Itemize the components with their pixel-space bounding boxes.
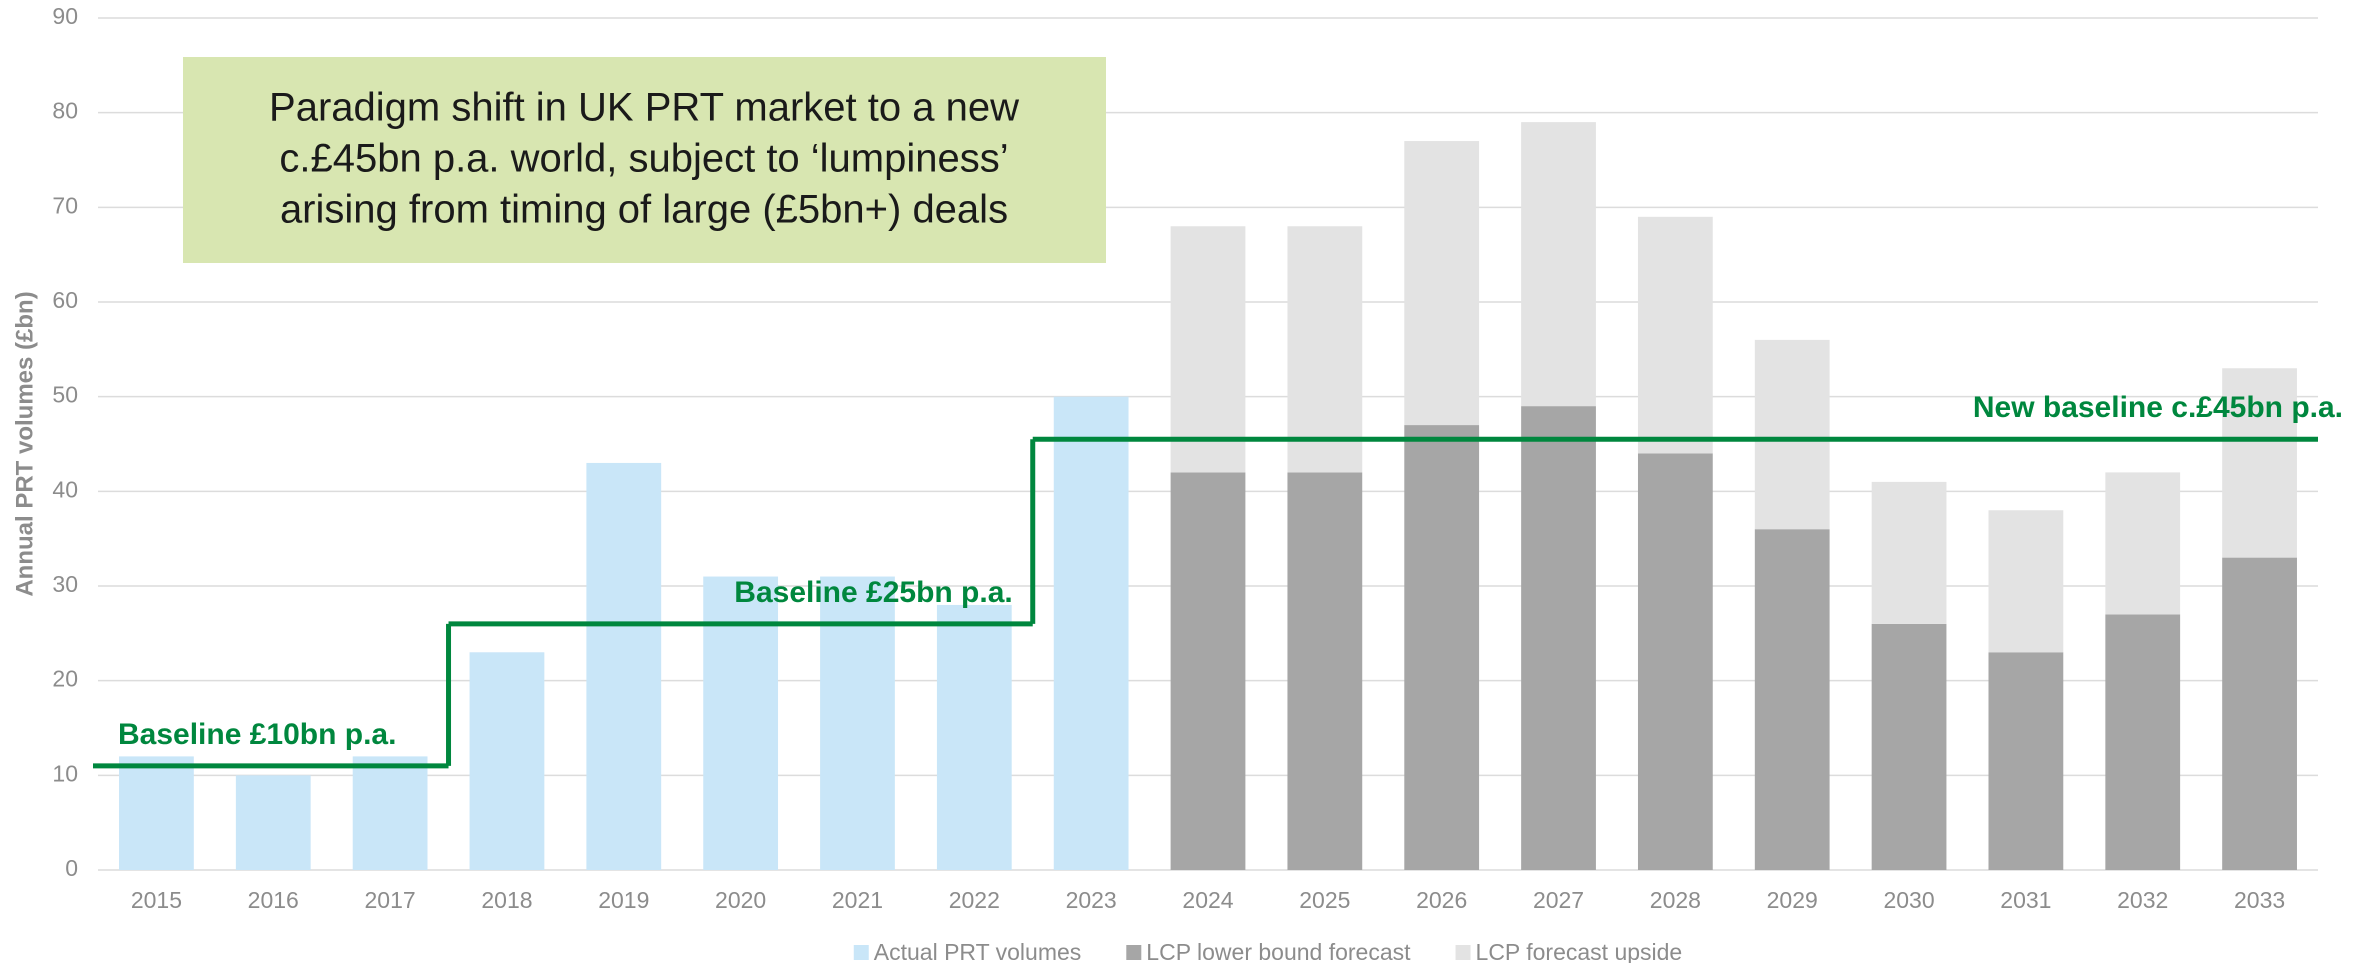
bar [820,576,895,870]
bar [2105,614,2181,870]
x-tick-label: 2017 [365,887,416,913]
y-tick-label: 70 [52,192,78,218]
bar [2222,368,2297,558]
bar [703,576,779,870]
bar [1871,623,1947,870]
y-tick-label: 20 [52,666,78,692]
bar [1521,406,1596,870]
y-tick-label: 60 [52,287,78,313]
bar [1404,425,1480,870]
bar [1287,226,1363,473]
x-tick-label: 2024 [1182,887,1233,913]
x-tick-label: 2032 [2117,887,2168,913]
legend-swatch [1455,945,1471,960]
x-tick-label: 2031 [2000,887,2051,913]
bar [1754,339,1830,530]
x-tick-label: 2022 [949,887,1000,913]
bar [2105,472,2181,615]
baseline-label: Baseline £10bn p.a. [118,718,396,751]
y-tick-label: 30 [52,571,78,597]
x-tick-label: 2021 [832,887,883,913]
bar [1988,652,2064,870]
x-tick-label: 2025 [1299,887,1350,913]
bar [1170,226,1246,473]
bar [1754,529,1830,870]
bar [586,462,662,870]
x-tick-label: 2023 [1066,887,1117,913]
bar [1521,122,1596,407]
bar [1287,472,1363,870]
bar [1404,141,1480,426]
x-tick-label: 2016 [248,887,299,913]
bar [1637,453,1713,870]
x-tick-label: 2018 [481,887,532,913]
bar [936,604,1012,870]
legend-swatch [853,945,869,960]
bar [1871,481,1947,624]
x-tick-label: 2020 [715,887,766,913]
legend-label: Actual PRT volumes [874,939,1082,963]
bar [352,756,428,870]
legend-label: LCP lower bound forecast [1146,939,1411,963]
baseline-label: Baseline £25bn p.a. [734,576,1012,609]
annotation-text: c.£45bn p.a. world, subject to ‘lumpines… [279,137,1008,181]
x-tick-label: 2030 [1883,887,1934,913]
y-tick-label: 50 [52,382,78,408]
bar [469,652,545,870]
x-tick-label: 2027 [1533,887,1584,913]
legend-swatch [1126,945,1142,960]
x-tick-label: 2029 [1767,887,1818,913]
bar [2222,557,2297,870]
x-tick-label: 2019 [598,887,649,913]
annotation-text: Paradigm shift in UK PRT market to a new [269,86,1019,130]
y-tick-label: 40 [52,476,78,502]
bar [1053,396,1129,870]
y-axis-label: Annual PRT volumes (£bn) [11,291,38,596]
y-tick-label: 90 [52,3,78,29]
y-tick-label: 80 [52,98,78,124]
baseline-label: New baseline c.£45bn p.a. [1973,391,2343,424]
y-tick-label: 0 [65,855,78,881]
bar [1988,510,2064,653]
x-tick-label: 2026 [1416,887,1467,913]
bar [235,775,311,870]
bar [119,756,194,870]
x-tick-label: 2033 [2234,887,2285,913]
bar [1637,216,1713,454]
x-tick-label: 2015 [131,887,182,913]
annotation-box [183,57,1106,263]
x-tick-label: 2028 [1650,887,1701,913]
annotation-text: arising from timing of large (£5bn+) dea… [280,188,1008,232]
bar [1170,472,1246,870]
y-tick-label: 10 [52,760,78,786]
legend-label: LCP forecast upside [1476,939,1683,963]
